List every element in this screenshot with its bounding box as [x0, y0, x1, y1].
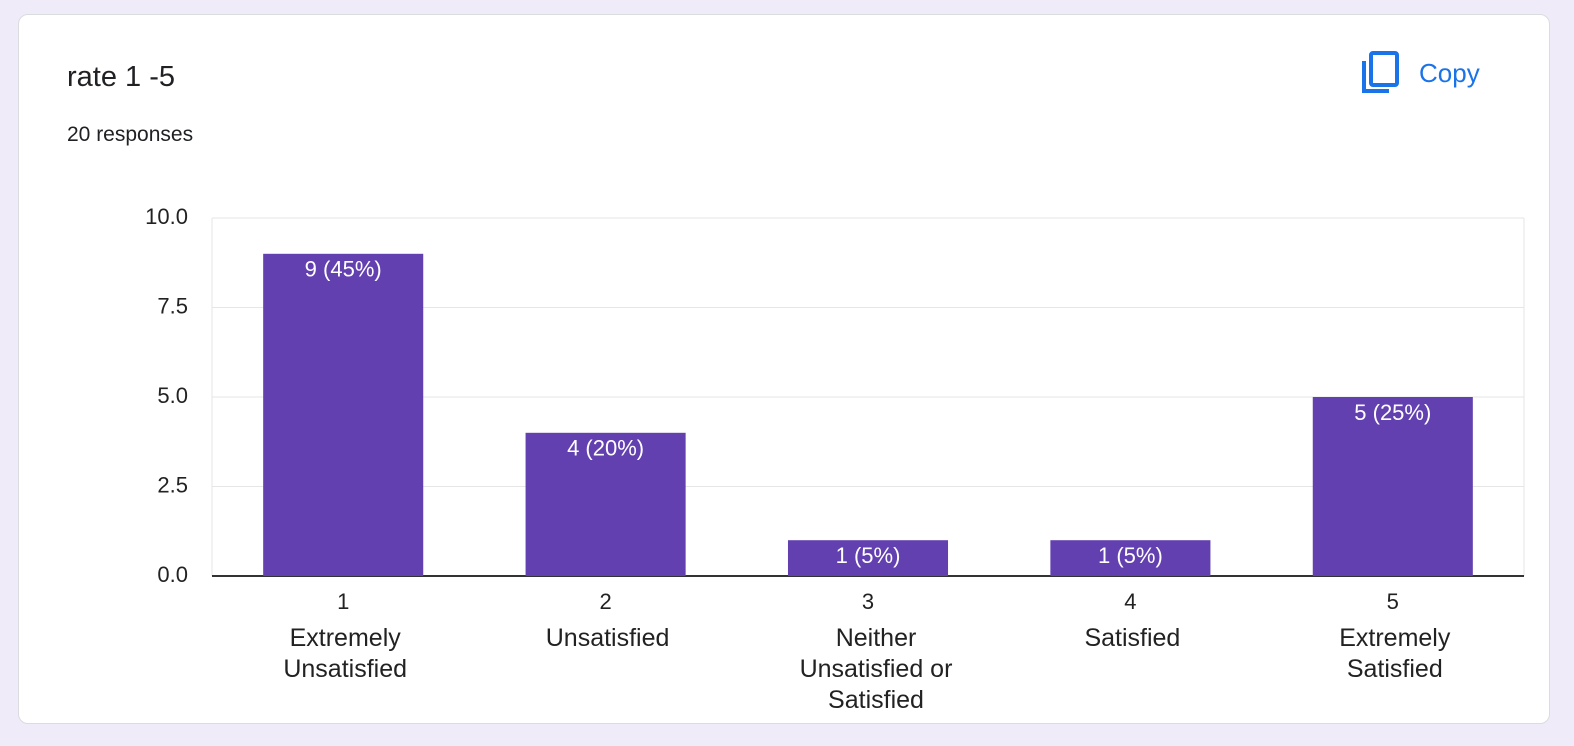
- value-label: 1 (5%): [836, 543, 901, 568]
- x-tick-label: 5: [1387, 589, 1399, 614]
- bar: [525, 432, 686, 576]
- category-description: Neither Unsatisfied or Satisfied: [799, 624, 953, 714]
- y-tick-label: 10.0: [145, 204, 188, 229]
- copy-label: Copy: [1419, 57, 1480, 88]
- chart-subtitle: 20 responses: [67, 123, 194, 146]
- x-tick-label: 3: [862, 589, 874, 614]
- x-tick-label: 1: [337, 589, 349, 614]
- x-tick-label: 2: [599, 589, 611, 614]
- y-tick-label: 2.5: [157, 472, 188, 497]
- value-label: 5 (25%): [1354, 400, 1431, 425]
- bar: [263, 253, 424, 577]
- value-label: 1 (5%): [1098, 543, 1163, 568]
- copy-button[interactable]: Copy: [1361, 51, 1480, 95]
- category-description: Unsatisfied: [545, 624, 670, 652]
- bar: [1050, 540, 1211, 576]
- value-label: 4 (20%): [567, 436, 644, 461]
- y-tick-label: 5.0: [157, 383, 188, 408]
- y-tick-label: 7.5: [157, 293, 188, 318]
- category-description: Extremely Satisfied: [1339, 624, 1451, 683]
- bar: [787, 540, 949, 576]
- chart-title: rate 1 -5: [67, 61, 175, 93]
- x-tick-label: 4: [1124, 589, 1136, 614]
- copy-icon: [1362, 51, 1399, 93]
- category-description: Satisfied: [1084, 624, 1181, 652]
- value-label: 9 (45%): [305, 257, 382, 282]
- y-tick-label: 0.0: [157, 562, 188, 587]
- bar: [1312, 397, 1473, 576]
- category-description: Extremely Unsatisfied: [283, 624, 408, 683]
